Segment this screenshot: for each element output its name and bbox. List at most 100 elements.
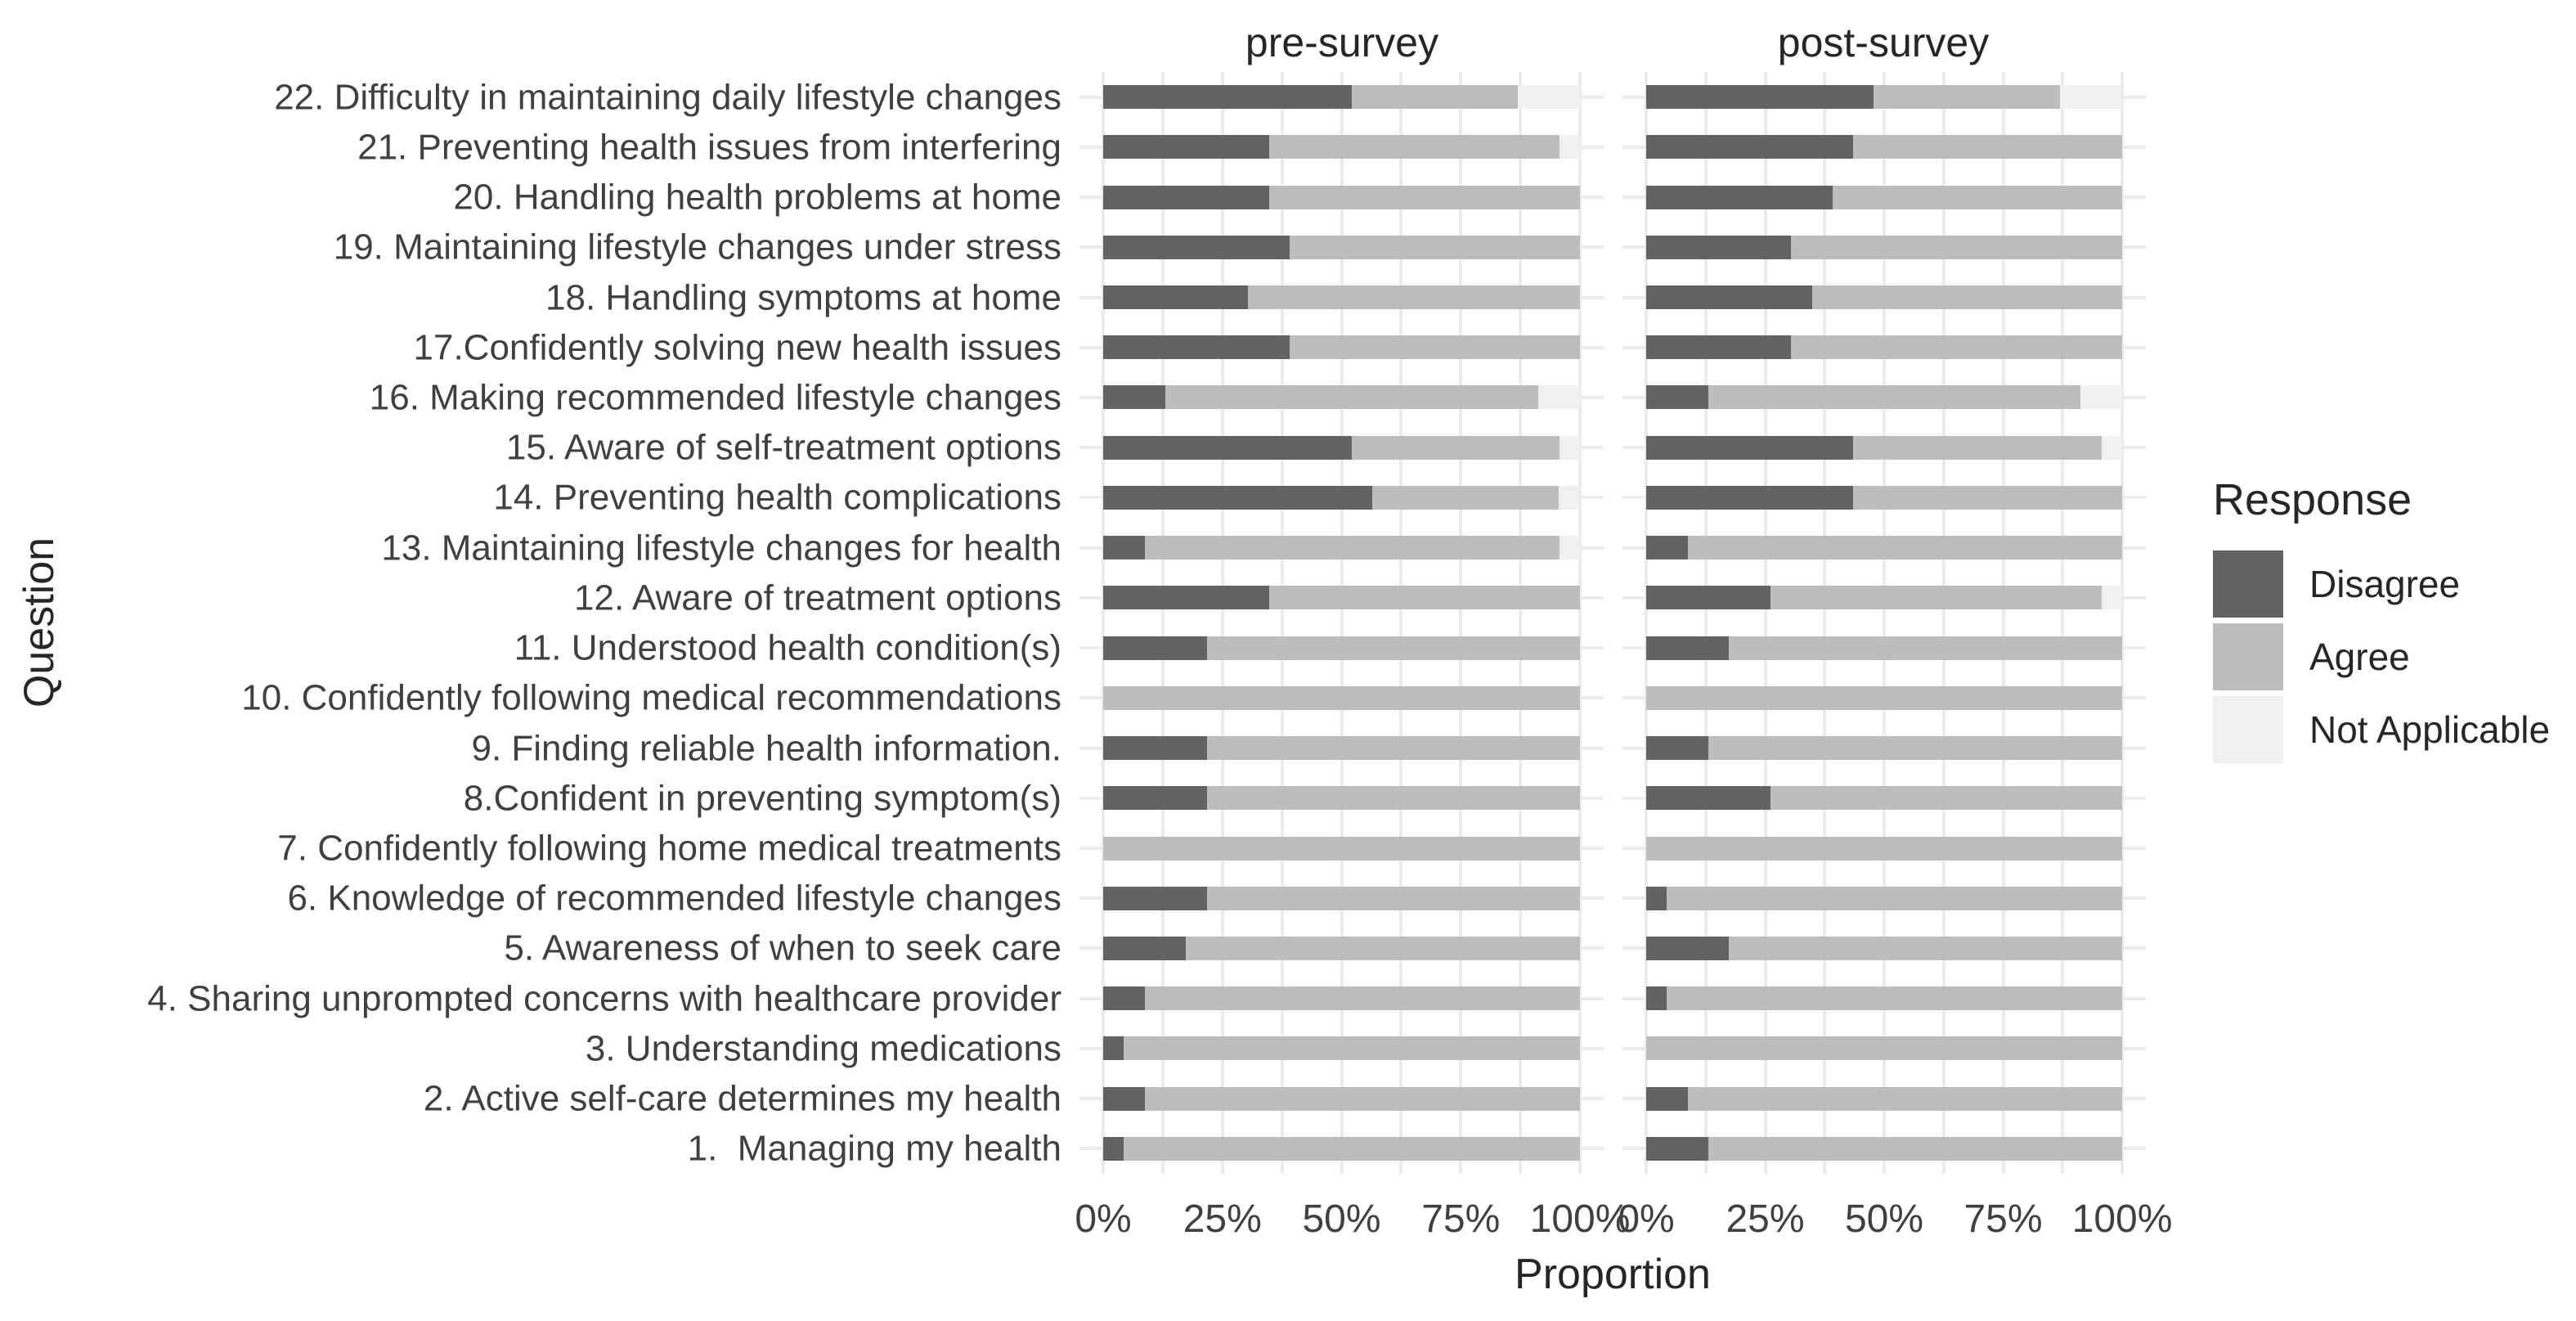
bar-segment-agree (1811, 285, 2122, 310)
bar-segment-agree (1352, 435, 1560, 460)
bar-segment-agree (1687, 536, 2122, 560)
y-axis-label: 11. Understood health condition(s) (514, 627, 1061, 668)
y-axis-label: 6. Knowledge of recommended lifestyle ch… (287, 878, 1061, 919)
bar-post-q10 (1646, 685, 2122, 710)
bar-pre-q10 (1103, 685, 1580, 710)
gridline-vertical (2061, 72, 2065, 1174)
legend: Response Disagree Agree Not Applicable (2213, 476, 2576, 779)
bar-segment-disagree (1103, 536, 1145, 560)
bar-segment-disagree (1103, 435, 1353, 460)
bar-segment-disagree (1103, 235, 1290, 259)
facet-title-pre-survey: pre-survey (1245, 20, 1439, 65)
bar-segment-disagree (1646, 135, 1854, 160)
y-axis-label: 20. Handling health problems at home (453, 177, 1061, 218)
gridline-vertical (1399, 72, 1403, 1174)
bar-segment-agree (1646, 685, 2122, 710)
bar-segment-agree (1874, 85, 2060, 110)
bar-segment-not-applicable (2080, 385, 2122, 410)
bar-segment-disagree (1646, 786, 1770, 811)
panel-post-survey (1622, 72, 2146, 1174)
bar-segment-not-applicable (1518, 85, 1580, 110)
bar-segment-disagree (1646, 85, 1874, 110)
bar-segment-agree (1729, 636, 2122, 660)
bar-post-q6 (1646, 886, 2122, 910)
bar-segment-disagree (1646, 285, 1812, 310)
bar-segment-disagree (1103, 285, 1249, 310)
bar-segment-not-applicable (1559, 135, 1580, 160)
bar-segment-agree (1206, 886, 1580, 910)
gridline-vertical (2120, 72, 2124, 1174)
gridline-vertical (1519, 72, 1523, 1174)
bar-pre-q7 (1103, 836, 1580, 860)
legend-swatch-disagree (2213, 550, 2283, 618)
bar-pre-q16 (1103, 385, 1580, 410)
bar-post-q3 (1646, 1036, 2122, 1061)
x-tick-label: 0% (1075, 1197, 1132, 1241)
bar-pre-q8 (1103, 786, 1580, 811)
legend-item-not-applicable: Not Applicable (2213, 696, 2576, 763)
bar-pre-q19 (1103, 235, 1580, 259)
bar-segment-disagree (1103, 936, 1187, 960)
gridline-vertical (1578, 72, 1582, 1174)
gridline-vertical (2001, 72, 2005, 1174)
bar-post-q16 (1646, 385, 2122, 410)
bar-segment-disagree (1646, 636, 1730, 660)
y-axis-label: 10. Confidently following medical recomm… (241, 677, 1061, 718)
bar-pre-q18 (1103, 285, 1580, 310)
bar-segment-agree (1853, 135, 2122, 160)
y-axis-label: 13. Maintaining lifestyle changes for he… (381, 528, 1061, 568)
bar-segment-disagree (1103, 586, 1269, 610)
bar-pre-q9 (1103, 736, 1580, 761)
bar-segment-agree (1667, 986, 2122, 1011)
bar-segment-agree (1206, 636, 1580, 660)
bar-segment-agree (1790, 335, 2122, 360)
y-axis-label: 8.Confident in preventing symptom(s) (463, 778, 1061, 819)
y-axis-label: 3. Understanding medications (585, 1028, 1061, 1069)
bar-segment-not-applicable (2101, 586, 2122, 610)
bar-segment-disagree (1103, 135, 1269, 160)
bar-pre-q11 (1103, 636, 1580, 660)
bar-segment-agree (1144, 986, 1580, 1011)
bar-segment-disagree (1646, 485, 1854, 510)
legend-label-agree: Agree (2309, 636, 2410, 678)
bar-segment-disagree (1103, 85, 1353, 110)
legend-label-not-applicable: Not Applicable (2309, 708, 2551, 751)
x-tick-label: 50% (1844, 1197, 1924, 1241)
bar-segment-disagree (1103, 636, 1207, 660)
bar-segment-agree (1268, 586, 1580, 610)
bar-segment-disagree (1103, 335, 1290, 360)
bar-segment-disagree (1646, 1136, 1708, 1161)
bar-segment-agree (1646, 1036, 2122, 1061)
bar-segment-disagree (1103, 185, 1269, 209)
gridline-vertical (1883, 72, 1886, 1174)
bar-segment-agree (1770, 586, 2102, 610)
gridline-vertical (1220, 72, 1224, 1174)
x-tick-label: 50% (1302, 1197, 1381, 1241)
bar-segment-agree (1206, 736, 1580, 761)
bar-post-q11 (1646, 636, 2122, 660)
bar-post-q1 (1646, 1136, 2122, 1161)
legend-item-disagree: Disagree (2213, 550, 2576, 618)
bar-segment-disagree (1103, 385, 1165, 410)
bar-segment-agree (1770, 786, 2122, 811)
bar-post-q19 (1646, 235, 2122, 259)
gridline-vertical (1280, 72, 1284, 1174)
bar-segment-not-applicable (2059, 85, 2122, 110)
y-axis-title: Question (16, 537, 63, 708)
y-axis-label: 1. Managing my health (687, 1128, 1061, 1169)
bar-post-q14 (1646, 485, 2122, 510)
bar-post-q4 (1646, 986, 2122, 1011)
y-axis-label: 9. Finding reliable health information. (471, 728, 1061, 769)
bar-pre-q4 (1103, 986, 1580, 1011)
bar-segment-disagree (1103, 736, 1207, 761)
x-tick-label: 0% (1618, 1197, 1675, 1241)
bar-segment-disagree (1103, 1086, 1145, 1111)
x-axis-title: Proportion (1515, 1251, 1711, 1298)
x-tick-label: 100% (2071, 1197, 2173, 1241)
bar-segment-agree (1103, 685, 1580, 710)
bar-segment-agree (1268, 135, 1560, 160)
bar-segment-agree (1103, 836, 1580, 860)
legend-swatch-not-applicable (2213, 696, 2283, 763)
bar-post-q13 (1646, 536, 2122, 560)
bar-segment-disagree (1646, 1086, 1688, 1111)
